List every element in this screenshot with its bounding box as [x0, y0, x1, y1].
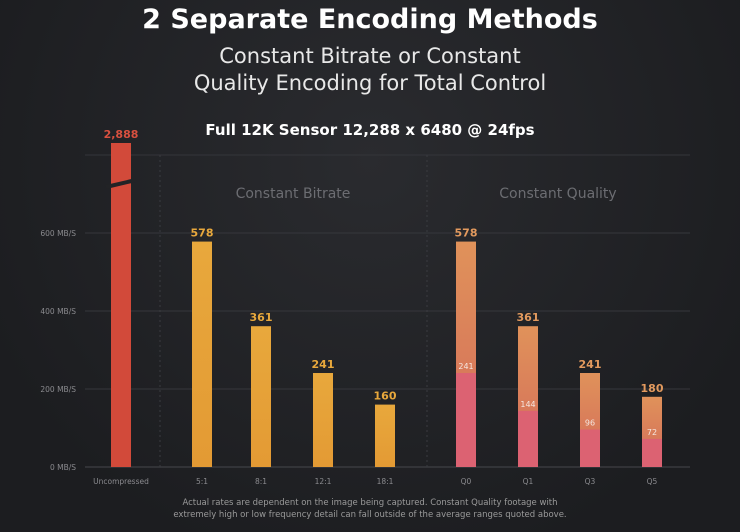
bar-low-segment [642, 438, 662, 467]
x-tick-label: 12:1 [315, 477, 332, 486]
page-title: 2 Separate Encoding Methods [142, 4, 598, 35]
x-tick-label: Q3 [585, 477, 596, 486]
x-tick-label: 5:1 [196, 477, 208, 486]
bar-low-segment [456, 373, 476, 467]
y-tick-label: 600 MB/S [40, 229, 76, 238]
bar [111, 143, 131, 467]
bar [251, 326, 271, 467]
bar-value-label: 180 [641, 382, 664, 395]
bar [313, 373, 333, 467]
x-tick-label: 18:1 [377, 477, 394, 486]
axis-break-mark [105, 178, 137, 189]
bar [375, 404, 395, 467]
x-tick-label: Q1 [523, 477, 534, 486]
bar-value-label: 160 [374, 390, 397, 403]
x-tick-label: Q5 [647, 477, 658, 486]
x-tick-label: Uncompressed [93, 477, 149, 486]
bar-value-label: 578 [455, 227, 478, 240]
y-tick-label: 400 MB/S [40, 307, 76, 316]
bar-low-label: 72 [647, 428, 657, 437]
bar-value-label: 241 [312, 358, 335, 371]
chart-title: Full 12K Sensor 12,288 x 6480 @ 24fps [205, 121, 535, 139]
bar-value-label: 241 [579, 358, 602, 371]
bar-low-segment [580, 429, 600, 467]
bar-low-label: 144 [520, 400, 535, 409]
bar-value-label: 361 [250, 311, 273, 324]
subtitle: Constant Bitrate or Constant Quality Enco… [0, 43, 740, 97]
x-tick-label: Q0 [461, 477, 472, 486]
subtitle-line-1: Constant Bitrate or Constant [219, 44, 521, 68]
footnote-line-2: extremely high or low frequency detail c… [173, 510, 567, 520]
subtitle-line-2: Quality Encoding for Total Control [193, 71, 547, 95]
x-tick-label: 8:1 [255, 477, 267, 486]
footnote-line-1: Actual rates are dependent on the image … [182, 498, 558, 508]
bar [192, 241, 212, 467]
bar-value-label: 2,888 [104, 128, 139, 141]
bar-value-label: 361 [517, 311, 540, 324]
y-tick-label: 200 MB/S [40, 385, 76, 394]
bar-low-label: 96 [585, 419, 595, 428]
footnote: Actual rates are dependent on the image … [0, 497, 740, 521]
bar-value-label: 578 [191, 227, 214, 240]
group-label: Constant Bitrate [236, 186, 351, 202]
bar-low-segment [518, 410, 538, 467]
y-tick-label: 0 MB/S [50, 463, 76, 472]
bar-low-label: 241 [458, 362, 473, 371]
group-label: Constant Quality [499, 186, 616, 202]
